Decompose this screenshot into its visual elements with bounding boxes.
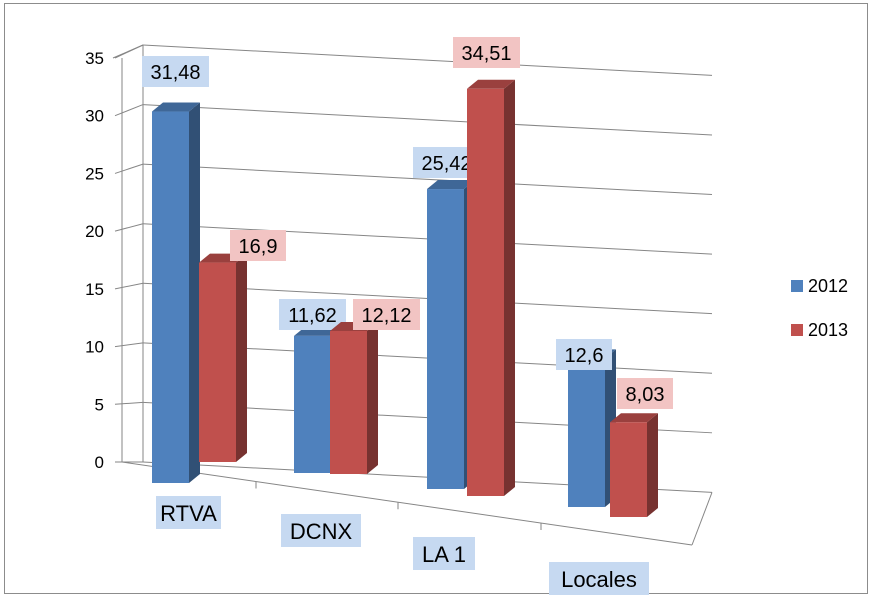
bar-side-2012-RTVA — [189, 102, 200, 483]
bar-2012-DCNX — [294, 335, 331, 473]
gridline — [142, 44, 713, 76]
floor-front-edge — [121, 461, 693, 546]
side-gridline — [114, 282, 144, 290]
bar-side-2013-RTVA — [236, 253, 247, 462]
side-gridline — [114, 223, 144, 232]
data-label: 11,62 — [288, 305, 337, 327]
y-tick-label: 20 — [85, 222, 104, 241]
category-label: Locales — [561, 567, 637, 592]
category-label-bg — [281, 514, 361, 547]
legend-label: 2012 — [808, 276, 848, 296]
data-label: 16,9 — [239, 236, 278, 258]
category-label: RTVA — [160, 501, 217, 526]
bar-2013-RTVA — [199, 262, 236, 462]
side-gridline — [114, 44, 144, 59]
y-tick-label: 0 — [95, 453, 104, 472]
gridline — [142, 104, 713, 136]
bar-side-2013-LA 1 — [504, 79, 515, 497]
bar-2012-LA 1 — [427, 189, 464, 489]
bar-2013-LA 1 — [467, 88, 504, 497]
y-tick-label: 35 — [85, 49, 104, 68]
gridline — [142, 163, 713, 196]
y-tick-label: 10 — [85, 338, 104, 357]
y-tick-label: 25 — [85, 164, 104, 183]
data-label-bg — [230, 230, 286, 261]
category-label-bg — [549, 562, 649, 595]
legend-swatch-2012 — [791, 280, 803, 292]
bar-top-2013-LA 1 — [467, 79, 515, 89]
side-gridline — [114, 401, 144, 405]
y-tick-label: 30 — [85, 107, 104, 126]
y-tick-label: 5 — [95, 395, 104, 414]
y-tick-label: 15 — [85, 280, 104, 299]
data-label-bg — [556, 339, 612, 370]
bar-side-2013-DCNX — [367, 321, 378, 474]
bar-2013-DCNX — [330, 330, 367, 474]
data-label-bg — [453, 37, 520, 68]
data-label: 8,03 — [626, 384, 665, 406]
data-label-bg — [617, 378, 673, 409]
floor-right-edge — [691, 492, 713, 546]
category-label: DCNX — [290, 519, 353, 544]
data-label-bg — [353, 299, 420, 330]
data-label: 12,6 — [565, 345, 604, 367]
legend-swatch-2013 — [791, 324, 803, 336]
side-gridline — [114, 342, 144, 348]
bar-side-2013-Locales — [647, 413, 658, 517]
data-label: 12,12 — [361, 305, 411, 327]
category-label: LA 1 — [422, 542, 466, 567]
bar-2013-Locales — [610, 422, 647, 517]
data-label: 31,48 — [150, 62, 200, 84]
bar-2012-Locales — [568, 358, 605, 507]
bar-top-2012-LA 1 — [427, 180, 475, 190]
category-label-bg — [413, 537, 475, 570]
side-gridline — [114, 163, 144, 174]
category-label-bg — [156, 496, 221, 529]
data-label: 34,51 — [461, 43, 511, 65]
legend-label: 2013 — [808, 320, 848, 340]
bar-top-2012-RTVA — [152, 102, 200, 112]
data-label-bg — [142, 56, 209, 87]
data-label: 25,42 — [421, 153, 471, 175]
data-label-bg — [279, 299, 346, 330]
bar-top-2013-Locales — [610, 413, 658, 423]
side-gridline — [114, 104, 144, 117]
bar-2012-RTVA — [152, 111, 189, 483]
